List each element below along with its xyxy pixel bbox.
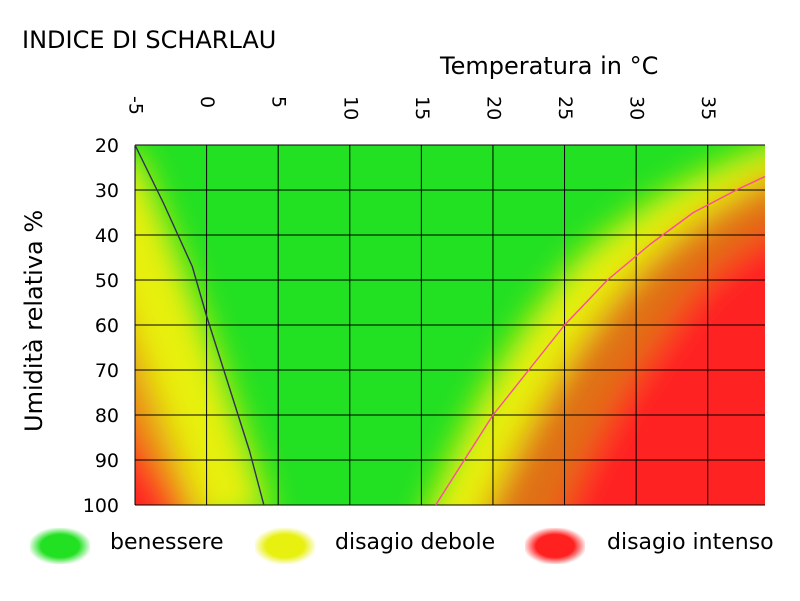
x-axis-label: Temperatura in °C: [440, 52, 659, 80]
zone-left-yellow: [135, 150, 268, 505]
zone-left-red: [135, 439, 176, 505]
y-tick-label: 20: [95, 135, 119, 157]
y-tick-label: 50: [95, 270, 119, 292]
y-tick-label: 70: [95, 360, 119, 382]
x-tick-label: 30: [626, 96, 648, 120]
x-tick-label: 0: [196, 96, 218, 108]
x-tick-label: 25: [554, 96, 576, 120]
y-tick-label: 60: [95, 315, 119, 337]
legend-label-disagio-intenso: disagio intenso: [607, 530, 774, 555]
heatmap-field: [135, 145, 765, 505]
legend-label-disagio-debole: disagio debole: [335, 530, 496, 555]
boundary-line-1: [134, 144, 265, 506]
y-tick-label: 40: [95, 225, 119, 247]
boundary-line-2: [435, 175, 766, 506]
legend-swatch-benessere: [30, 528, 90, 564]
y-tick-label: 90: [95, 450, 119, 472]
x-tick-label: 15: [411, 96, 433, 120]
zone-blend: [135, 147, 765, 505]
x-tick-label: 10: [339, 96, 361, 120]
chart-title: INDICE DI SCHARLAU: [22, 26, 277, 54]
x-tick-label: -5: [125, 96, 147, 115]
y-tick-label: 80: [95, 405, 119, 427]
legend-label-benessere: benessere: [110, 530, 224, 555]
x-tick-label: 35: [697, 96, 719, 120]
x-tick-label: 20: [482, 96, 504, 120]
legend-swatch-disagio-debole: [255, 528, 315, 564]
x-tick-label: 5: [268, 96, 290, 108]
zone-right-red: [565, 236, 765, 505]
legend-swatch-disagio-intenso: [525, 528, 585, 564]
y-tick-label: 100: [83, 495, 119, 517]
y-tick-label: 30: [95, 180, 119, 202]
